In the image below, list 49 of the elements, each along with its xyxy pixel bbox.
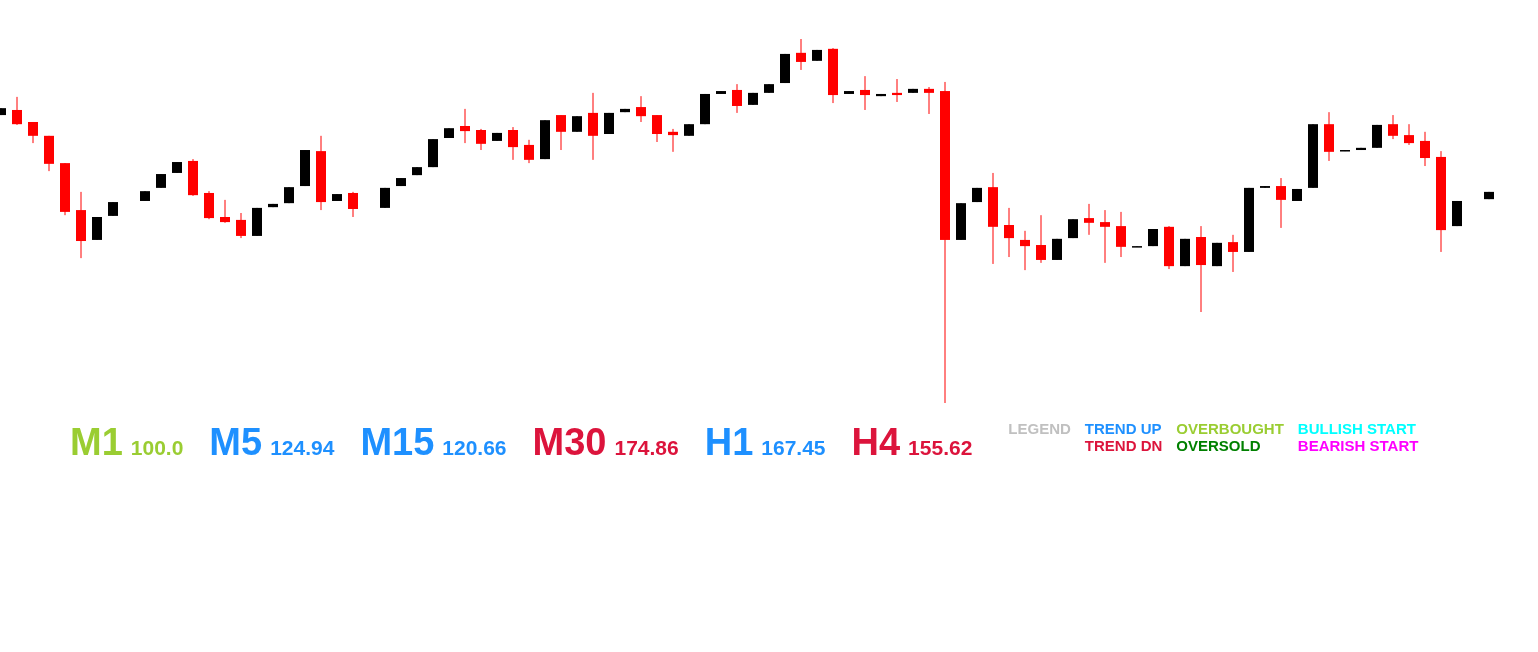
candlestick bbox=[652, 114, 662, 143]
candlestick bbox=[636, 95, 646, 123]
candlestick bbox=[508, 126, 518, 161]
candlestick bbox=[556, 114, 566, 151]
candlestick bbox=[924, 86, 934, 115]
candlestick bbox=[236, 212, 246, 239]
candlestick bbox=[1116, 211, 1126, 258]
text: 174.86 bbox=[614, 436, 679, 459]
candlestick bbox=[796, 38, 806, 71]
candlestick bbox=[1084, 203, 1094, 236]
candlestick bbox=[460, 108, 470, 144]
text: TREND UP bbox=[1084, 420, 1162, 437]
text: 124.94 bbox=[270, 436, 335, 459]
candlestick bbox=[732, 83, 742, 114]
candlestick bbox=[348, 191, 358, 218]
text: M30 bbox=[532, 421, 607, 463]
candlestick bbox=[1388, 114, 1398, 140]
candlestick bbox=[1404, 123, 1414, 146]
text: M15 bbox=[360, 421, 435, 463]
candlestick bbox=[476, 128, 486, 151]
candlestick bbox=[1020, 230, 1030, 271]
text: OVERBOUGHT bbox=[1176, 420, 1284, 437]
candlestick bbox=[220, 199, 230, 224]
candlestick bbox=[1420, 131, 1430, 167]
candlestick bbox=[1228, 234, 1238, 273]
candlestick bbox=[524, 139, 534, 164]
text: BULLISH START bbox=[1297, 420, 1416, 437]
text: M5 bbox=[209, 421, 263, 463]
text: TREND DN bbox=[1084, 437, 1163, 454]
text: H4 bbox=[851, 421, 901, 463]
candlestick bbox=[860, 75, 870, 111]
candlestick bbox=[92, 216, 102, 241]
candlestick bbox=[1004, 207, 1014, 258]
text: OVERSOLD bbox=[1176, 437, 1261, 454]
candlestick bbox=[892, 78, 902, 103]
text: BEARISH START bbox=[1297, 437, 1419, 454]
candlestick bbox=[1276, 177, 1286, 229]
text: M1 bbox=[70, 421, 123, 463]
candlestick bbox=[668, 128, 678, 153]
candlestick bbox=[1036, 214, 1046, 264]
candlestick bbox=[588, 92, 598, 161]
text: 100.0 bbox=[130, 436, 184, 459]
text: H1 bbox=[704, 421, 754, 463]
text: LEGEND bbox=[1008, 420, 1071, 437]
candlestick bbox=[12, 96, 22, 126]
text: 155.62 bbox=[908, 436, 973, 459]
candlestick bbox=[1100, 209, 1110, 264]
text: 167.45 bbox=[761, 436, 826, 459]
text: 120.66 bbox=[442, 436, 507, 459]
